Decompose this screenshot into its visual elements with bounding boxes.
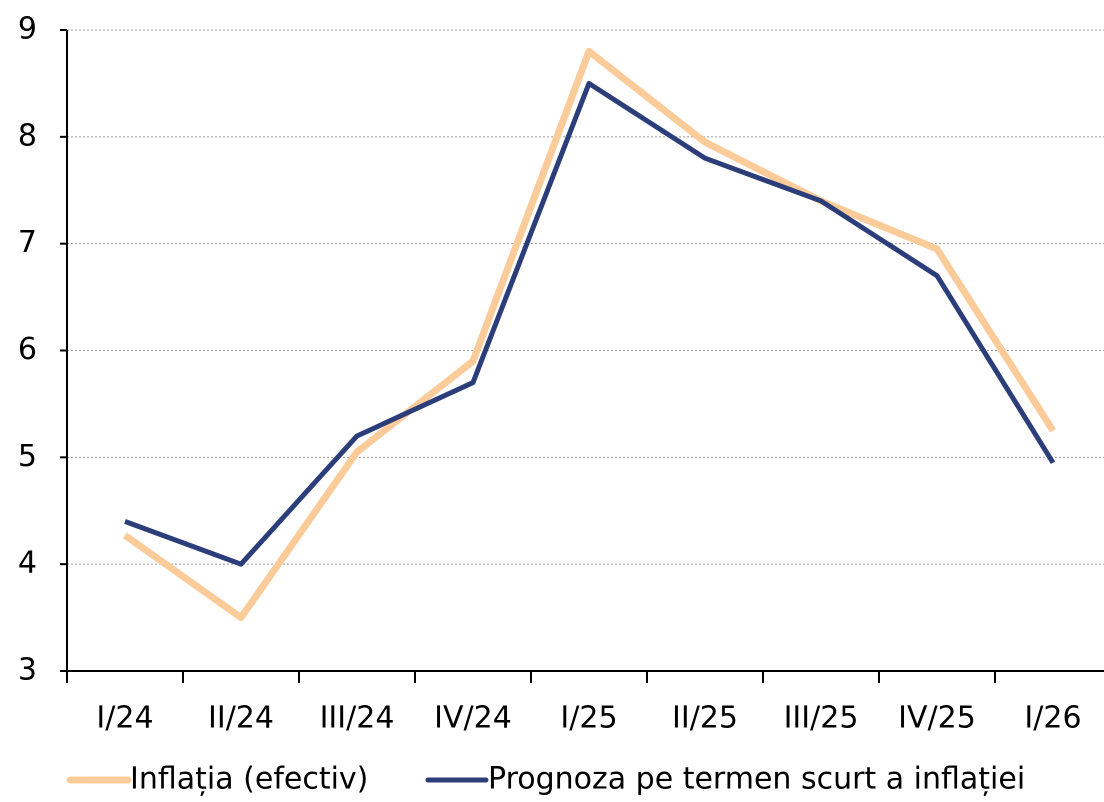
y-tick-label: 5 [18, 439, 37, 474]
y-tick-label: 3 [18, 653, 37, 688]
x-tick-label: II/25 [672, 701, 738, 736]
x-tick-label: I/24 [96, 701, 153, 736]
x-tick-label: III/25 [784, 701, 859, 736]
x-tick-label: III/24 [320, 701, 395, 736]
series-line [122, 47, 1056, 622]
x-tick-label: IV/25 [898, 701, 976, 736]
y-tick-label: 8 [18, 118, 37, 153]
series-line [124, 80, 1056, 567]
x-tick-label: I/26 [1024, 701, 1081, 736]
legend-label: Inflația (efectiv) [130, 762, 368, 797]
y-tick-label: 4 [18, 546, 37, 581]
y-tick-label: 9 [18, 12, 37, 47]
y-tick-label: 6 [18, 332, 37, 367]
y-tick-label: 7 [18, 225, 37, 260]
x-tick-label: IV/24 [434, 701, 512, 736]
x-tick-label: II/24 [208, 701, 274, 736]
legend-label: Prognoza pe termen scurt a inflației [488, 762, 1025, 797]
x-tick-label: I/25 [560, 701, 617, 736]
